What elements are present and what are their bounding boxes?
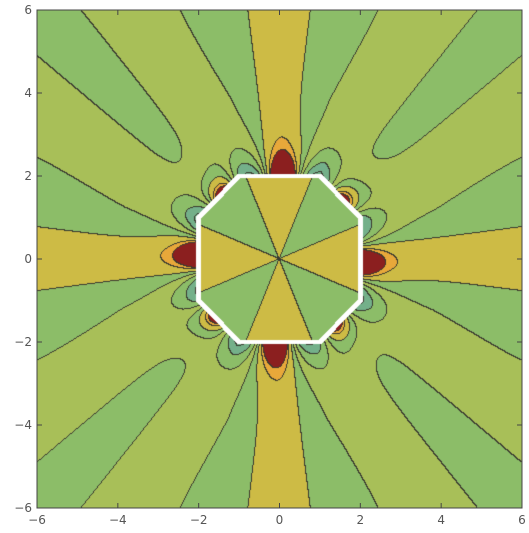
y-tick-label: −4 [14, 418, 32, 432]
contour-field [37, 10, 522, 508]
y-tick-label: 2 [24, 169, 32, 183]
y-tick-label: −6 [14, 501, 32, 515]
x-tick-label: 6 [518, 513, 526, 527]
x-tick-label: 0 [276, 513, 284, 527]
x-tick-label: −6 [28, 513, 46, 527]
x-tick-label: 2 [357, 513, 365, 527]
y-tick-label: 4 [24, 86, 32, 100]
x-tick-label: −2 [190, 513, 208, 527]
x-tick-label: 4 [437, 513, 445, 527]
y-tick-label: 6 [24, 3, 32, 17]
axes: −6 −4 −2 0 2 4 6 −6 −4 −2 0 2 4 6 [14, 3, 526, 527]
plot-area [37, 10, 522, 508]
x-tick-label: −4 [109, 513, 127, 527]
y-tick-label: −2 [14, 335, 32, 349]
y-tick-label: 0 [24, 252, 32, 266]
